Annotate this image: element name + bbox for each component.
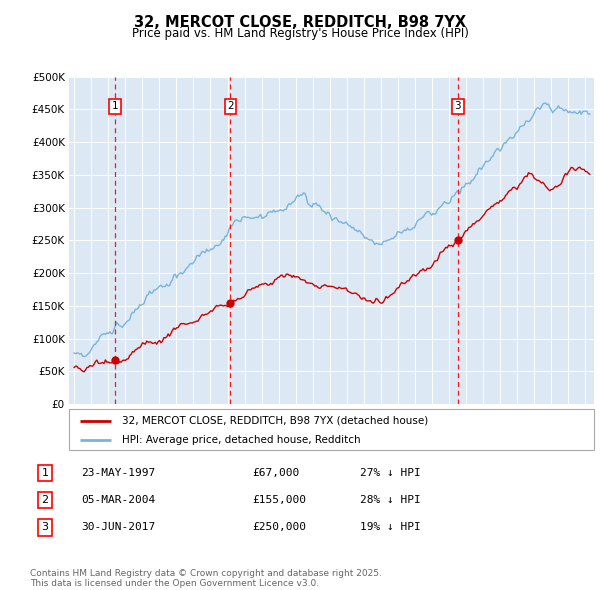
Text: 19% ↓ HPI: 19% ↓ HPI — [360, 523, 421, 532]
Text: 27% ↓ HPI: 27% ↓ HPI — [360, 468, 421, 478]
Text: 3: 3 — [454, 101, 461, 111]
Text: 1: 1 — [41, 468, 49, 478]
Text: 32, MERCOT CLOSE, REDDITCH, B98 7YX (detached house): 32, MERCOT CLOSE, REDDITCH, B98 7YX (det… — [121, 416, 428, 426]
Text: 2: 2 — [41, 496, 49, 505]
Text: £250,000: £250,000 — [252, 523, 306, 532]
Text: £155,000: £155,000 — [252, 496, 306, 505]
Text: 23-MAY-1997: 23-MAY-1997 — [81, 468, 155, 478]
Text: Contains HM Land Registry data © Crown copyright and database right 2025.
This d: Contains HM Land Registry data © Crown c… — [30, 569, 382, 588]
FancyBboxPatch shape — [69, 409, 594, 450]
Text: £67,000: £67,000 — [252, 468, 299, 478]
Text: 28% ↓ HPI: 28% ↓ HPI — [360, 496, 421, 505]
Text: 32, MERCOT CLOSE, REDDITCH, B98 7YX: 32, MERCOT CLOSE, REDDITCH, B98 7YX — [134, 15, 466, 30]
Text: 2: 2 — [227, 101, 234, 111]
Text: 05-MAR-2004: 05-MAR-2004 — [81, 496, 155, 505]
Text: Price paid vs. HM Land Registry's House Price Index (HPI): Price paid vs. HM Land Registry's House … — [131, 27, 469, 40]
Text: 3: 3 — [41, 523, 49, 532]
Text: HPI: Average price, detached house, Redditch: HPI: Average price, detached house, Redd… — [121, 435, 360, 444]
Text: 1: 1 — [112, 101, 118, 111]
Text: 30-JUN-2017: 30-JUN-2017 — [81, 523, 155, 532]
